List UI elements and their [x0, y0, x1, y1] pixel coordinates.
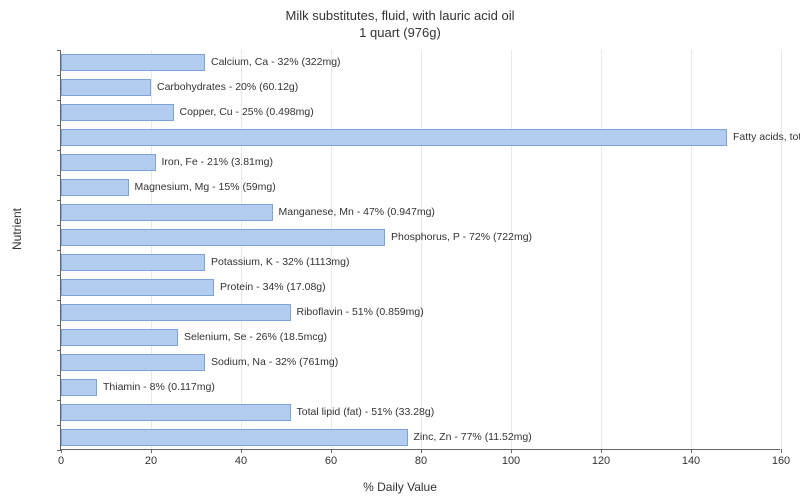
y-axis-label: Nutrient [10, 208, 24, 250]
x-tick-mark [781, 449, 782, 453]
gridline [781, 50, 782, 449]
bar-row: Phosphorus, P - 72% (722mg) [61, 225, 780, 250]
bar-row: Protein - 34% (17.08g) [61, 275, 780, 300]
bar-row: Calcium, Ca - 32% (322mg) [61, 50, 780, 75]
bar-row: Iron, Fe - 21% (3.81mg) [61, 150, 780, 175]
bar-row: Carbohydrates - 20% (60.12g) [61, 75, 780, 100]
x-tick-label: 20 [145, 455, 157, 467]
bar [61, 429, 408, 446]
bar-row: Thiamin - 8% (0.117mg) [61, 375, 780, 400]
bar-row: Magnesium, Mg - 15% (59mg) [61, 175, 780, 200]
x-tick-label: 140 [682, 455, 700, 467]
bar-label: Total lipid (fat) - 51% (33.28g) [297, 406, 435, 418]
bar-row: Sodium, Na - 32% (761mg) [61, 350, 780, 375]
bar [61, 229, 385, 246]
bar-label: Potassium, K - 32% (1113mg) [211, 256, 350, 268]
bar-label: Iron, Fe - 21% (3.81mg) [162, 156, 273, 168]
bar-row: Selenium, Se - 26% (18.5mcg) [61, 325, 780, 350]
bar-label: Copper, Cu - 25% (0.498mg) [180, 106, 314, 118]
bar-row: Total lipid (fat) - 51% (33.28g) [61, 400, 780, 425]
bar-label: Manganese, Mn - 47% (0.947mg) [279, 206, 435, 218]
title-line-1: Milk substitutes, fluid, with lauric aci… [0, 8, 800, 25]
bar [61, 329, 178, 346]
bar [61, 104, 174, 121]
bar-label: Phosphorus, P - 72% (722mg) [391, 231, 532, 243]
bar-label: Protein - 34% (17.08g) [220, 281, 326, 293]
bar-label: Zinc, Zn - 77% (11.52mg) [414, 431, 532, 443]
bar-row: Zinc, Zn - 77% (11.52mg) [61, 425, 780, 450]
bar-row: Riboflavin - 51% (0.859mg) [61, 300, 780, 325]
x-tick-label: 80 [415, 455, 427, 467]
bar [61, 154, 156, 171]
bar-label: Selenium, Se - 26% (18.5mcg) [184, 331, 327, 343]
bar [61, 54, 205, 71]
bar [61, 179, 129, 196]
x-tick-label: 0 [58, 455, 64, 467]
bar [61, 354, 205, 371]
bar-label: Carbohydrates - 20% (60.12g) [157, 81, 298, 93]
x-tick-label: 100 [502, 455, 520, 467]
bar-row: Copper, Cu - 25% (0.498mg) [61, 100, 780, 125]
bar-label: Calcium, Ca - 32% (322mg) [211, 56, 341, 68]
x-tick-label: 120 [592, 455, 610, 467]
chart-title: Milk substitutes, fluid, with lauric aci… [0, 8, 800, 42]
nutrient-chart: Milk substitutes, fluid, with lauric aci… [0, 0, 800, 500]
bar [61, 129, 727, 146]
x-axis-label: % Daily Value [0, 480, 800, 494]
plot-area: 020406080100120140160Calcium, Ca - 32% (… [60, 50, 780, 450]
x-tick-label: 160 [772, 455, 790, 467]
bar-row: Fatty acids, total saturated - 148% (29.… [61, 125, 780, 150]
bar [61, 404, 291, 421]
bar [61, 304, 291, 321]
bar [61, 379, 97, 396]
bar-label: Sodium, Na - 32% (761mg) [211, 356, 338, 368]
bar [61, 279, 214, 296]
title-line-2: 1 quart (976g) [0, 25, 800, 42]
y-tick-mark [57, 450, 61, 451]
bar [61, 254, 205, 271]
bar-label: Thiamin - 8% (0.117mg) [103, 381, 215, 393]
bar-label: Fatty acids, total saturated - 148% (29.… [733, 131, 800, 143]
bar-row: Manganese, Mn - 47% (0.947mg) [61, 200, 780, 225]
bar [61, 204, 273, 221]
x-tick-label: 60 [325, 455, 337, 467]
bar-row: Potassium, K - 32% (1113mg) [61, 250, 780, 275]
bar-label: Riboflavin - 51% (0.859mg) [297, 306, 424, 318]
bar-label: Magnesium, Mg - 15% (59mg) [135, 181, 276, 193]
x-tick-label: 40 [235, 455, 247, 467]
bar [61, 79, 151, 96]
